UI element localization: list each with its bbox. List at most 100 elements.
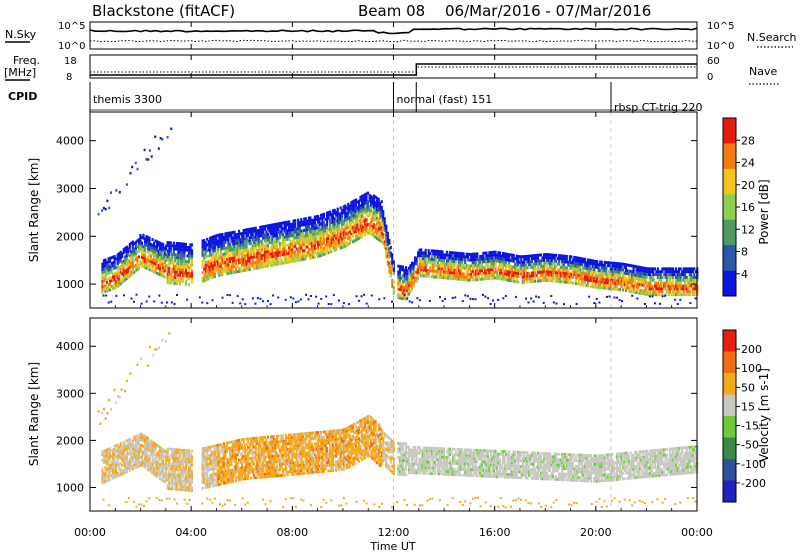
heatmap-cell <box>400 294 403 297</box>
heatmap-cell <box>256 263 259 267</box>
heatmap-cell <box>646 267 649 271</box>
heatmap-cell <box>190 449 194 453</box>
noise-sky-line <box>89 27 698 35</box>
heatmap-cell <box>362 211 365 215</box>
heatmap-cell <box>385 233 388 237</box>
heatmap-cell <box>649 284 652 288</box>
heatmap-cell <box>535 259 538 263</box>
heatmap-cell <box>207 462 210 466</box>
heatmap-cell <box>304 240 307 244</box>
heatmap-cell <box>116 256 119 260</box>
heatmap-cell <box>233 440 236 443</box>
heatmap-cell <box>571 275 574 279</box>
heatmap-cell <box>359 236 362 239</box>
heatmap-cell <box>587 272 590 276</box>
heatmap-cell <box>517 263 520 267</box>
heatmap-cell <box>206 260 209 264</box>
heatmap-cell <box>156 463 159 467</box>
heatmap-cell <box>218 443 221 447</box>
heatmap-cell <box>101 450 104 454</box>
heatmap-cell <box>326 223 329 226</box>
heatmap-cell <box>215 461 218 464</box>
heatmap-cell <box>280 227 283 231</box>
heatmap-cell <box>315 238 318 242</box>
heatmap-cell <box>275 245 279 249</box>
heatmap-cell <box>297 227 300 231</box>
heatmap-cell <box>382 213 385 216</box>
heatmap-cell <box>339 212 342 216</box>
heatmap-cell <box>651 295 654 298</box>
heatmap-cell <box>678 267 681 271</box>
heatmap-cell <box>502 254 505 258</box>
heatmap-cell <box>186 480 189 484</box>
heatmap-cell <box>377 229 380 233</box>
heatmap-cell <box>204 477 207 481</box>
heatmap-cell <box>544 276 547 279</box>
heatmap-cell <box>550 273 553 277</box>
heatmap-cell <box>134 243 137 247</box>
heatmap-cell <box>124 468 127 472</box>
heatmap-cell <box>641 277 644 281</box>
heatmap-cell <box>272 294 275 297</box>
heatmap-cell <box>341 228 344 232</box>
heatmap-cell <box>353 213 356 217</box>
heatmap-cell <box>593 279 596 283</box>
heatmap-cell <box>172 270 175 274</box>
heatmap-cell <box>154 445 157 449</box>
heatmap-cell <box>464 275 467 279</box>
heatmap-cell <box>580 280 584 284</box>
heatmap-cell <box>392 269 395 272</box>
heatmap-cell <box>222 252 225 256</box>
heatmap-cell <box>186 474 189 478</box>
heatmap-cell <box>623 283 626 286</box>
heatmap-cell <box>456 271 459 275</box>
heatmap-cell <box>239 252 242 256</box>
heatmap-cell <box>439 253 442 256</box>
heatmap-cell <box>643 292 646 296</box>
heatmap-cell <box>448 271 452 275</box>
heatmap-cell <box>423 274 426 278</box>
heatmap-cell <box>385 230 388 234</box>
heatmap-cell <box>307 253 310 257</box>
heatmap-cell <box>242 266 245 270</box>
heatmap-cell <box>125 450 128 454</box>
heatmap-cell <box>153 261 156 265</box>
heatmap-cell <box>248 242 251 246</box>
heatmap-cell <box>277 248 280 252</box>
heatmap-cell <box>201 253 204 257</box>
heatmap-cell <box>556 274 559 278</box>
heatmap-cell <box>538 276 541 280</box>
heatmap-cell <box>254 232 257 236</box>
heatmap-cell <box>133 242 136 245</box>
heatmap-cell <box>153 444 156 448</box>
heatmap-cell <box>204 463 207 467</box>
heatmap-cell <box>221 296 224 299</box>
heatmap-cell <box>404 266 408 270</box>
heatmap-cell <box>101 282 104 286</box>
heatmap-cell <box>489 251 493 254</box>
heatmap-cell <box>656 276 659 279</box>
heatmap-cell <box>171 476 174 479</box>
heatmap-cell <box>187 452 191 456</box>
heatmap-cell <box>382 216 385 219</box>
noise-tick-top-right: 10^5 <box>707 21 734 32</box>
heatmap-cell <box>621 274 625 278</box>
heatmap-cell <box>491 271 494 274</box>
heatmap-cell <box>101 291 104 295</box>
heatmap-cell <box>245 228 248 232</box>
heatmap-cell <box>426 263 429 267</box>
heatmap-cell <box>160 461 163 465</box>
heatmap-cell <box>275 254 279 258</box>
heatmap-cell <box>130 454 133 457</box>
heatmap-cell <box>259 248 262 252</box>
heatmap-cell <box>174 453 177 457</box>
heatmap-cell <box>373 234 376 238</box>
heatmap-cell <box>212 456 215 459</box>
heatmap-cell <box>265 224 268 228</box>
heatmap-cell <box>221 456 224 460</box>
heatmap-cell <box>552 262 555 266</box>
heatmap-cell <box>142 256 145 260</box>
heatmap-cell <box>368 193 371 197</box>
heatmap-cell <box>166 464 169 468</box>
